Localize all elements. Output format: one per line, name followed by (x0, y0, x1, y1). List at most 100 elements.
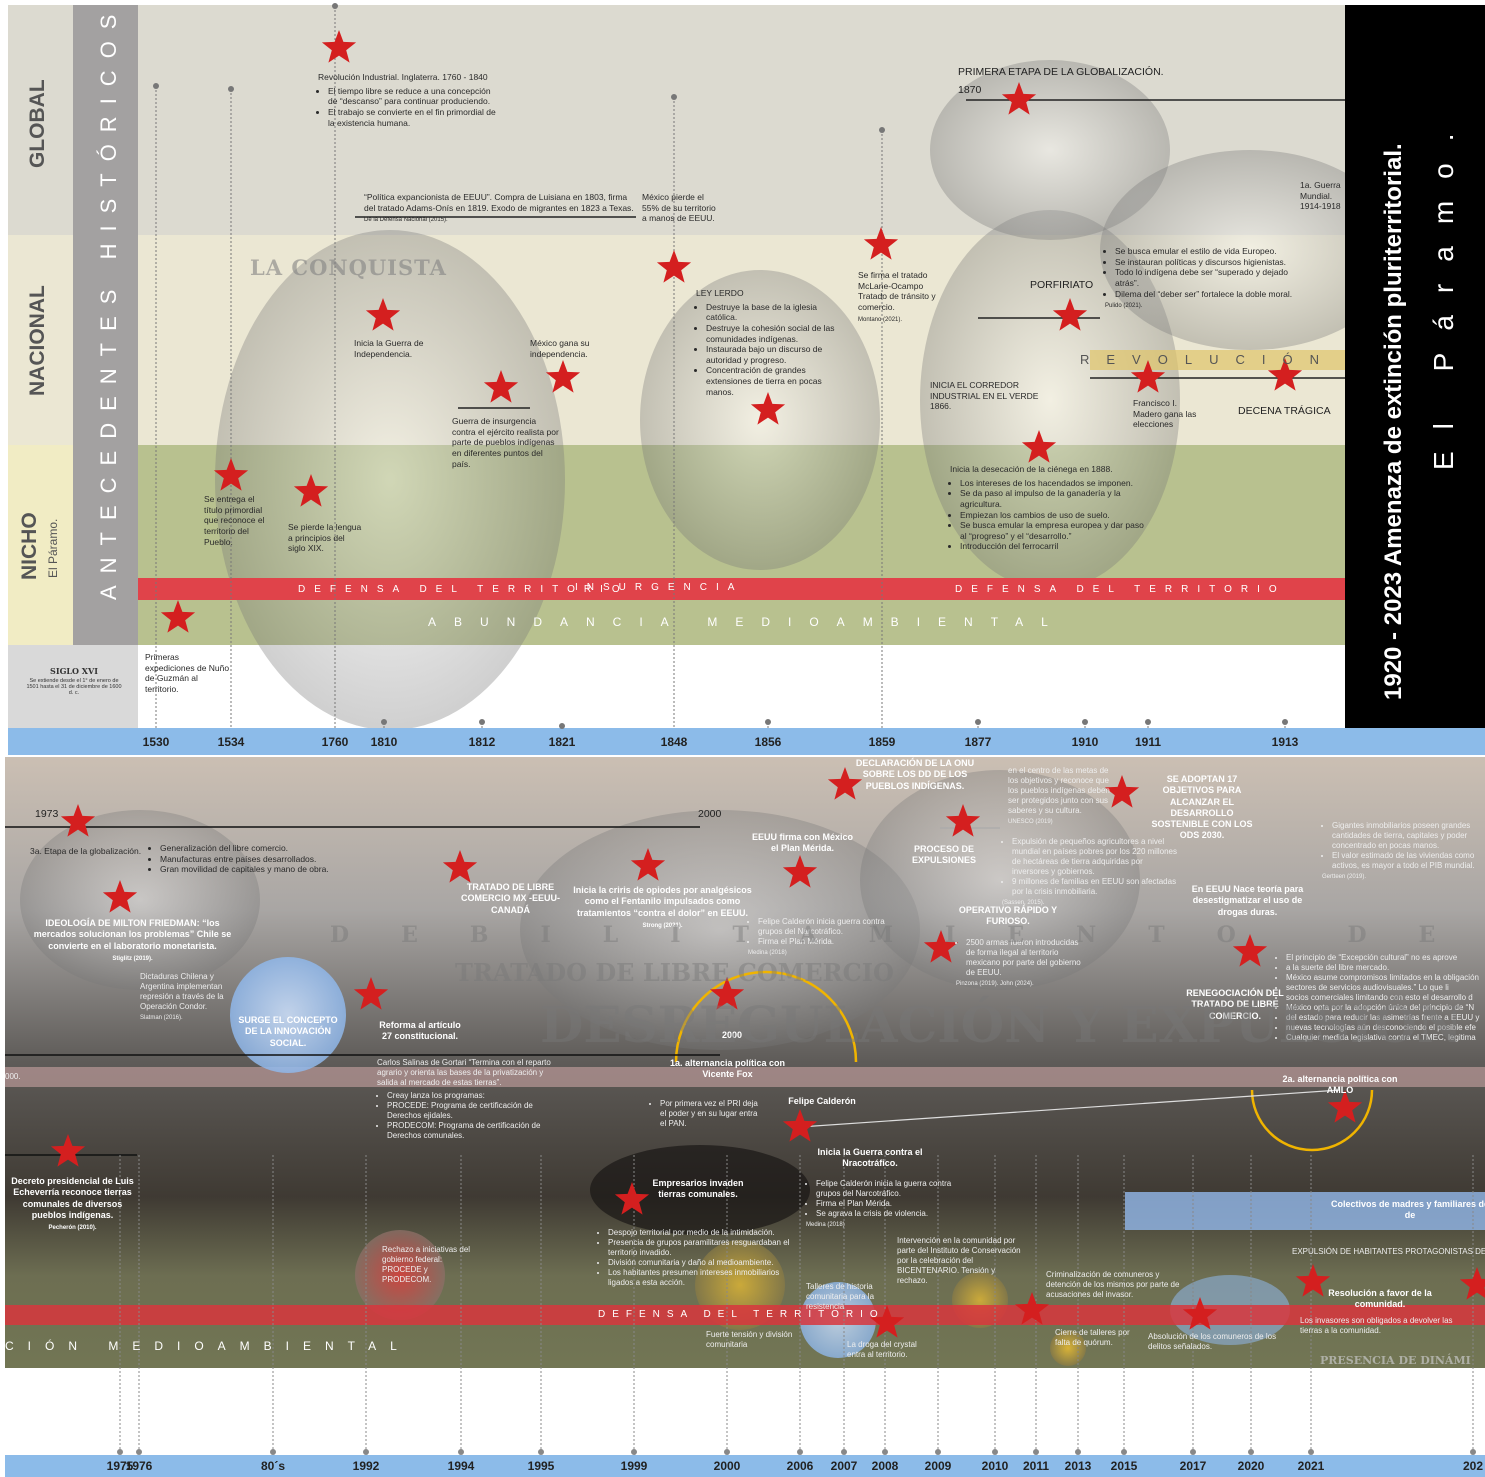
guide-dot (1282, 719, 1288, 725)
bullet: Se busca emular la empresa europea y dar… (960, 520, 1150, 541)
band-label: PRESENCIA DE DINÁMI (1320, 1354, 1471, 1367)
star (782, 855, 818, 888)
year-label: 2015 (1110, 1459, 1138, 1473)
band-label: ABUNDANCIA MEDIOAMBIENTAL (428, 615, 1066, 629)
event-title: 1a. Guerra Mundial. 1914-1918 (1300, 180, 1341, 212)
event-text: PROCESO DE EXPULSIONES (884, 844, 1004, 867)
bullet: México asume compromisos limitados en la… (1286, 973, 1485, 983)
event-title: Se firma el tratado McLane-Ocampo Tratad… (858, 270, 936, 312)
bullet: Introducción del ferrocarril (960, 541, 1150, 552)
bullet: nuevas tecnologías aún desconociendo el … (1286, 1023, 1485, 1033)
guide-dot (458, 1449, 464, 1455)
event-bullets: Por primera vez el PRI deja el poder y e… (650, 1099, 765, 1129)
event-title: Francisco I. Madero gana las elecciones (1133, 398, 1197, 430)
year-label: 2007 (830, 1459, 858, 1473)
band-label: LA CONQUISTA (250, 255, 447, 280)
guide-dot (1075, 1449, 1081, 1455)
year-label: 1911 (1134, 735, 1162, 749)
event-text: Gigantes inmobiliarios poseen grandes ca… (1322, 818, 1485, 882)
star (160, 600, 196, 633)
guide-dot (1082, 719, 1088, 725)
star (353, 977, 389, 1010)
star (1295, 1264, 1331, 1297)
event-title: Se entrega el título primordial que reco… (204, 494, 265, 547)
event-title: Revolución Industrial. Inglaterra. 1760 … (318, 72, 488, 82)
event-source: Medina (2018) (806, 1222, 845, 1228)
event-title: Se pierde la lengua a principios del sig… (288, 522, 362, 554)
year-label: 2020 (1237, 1459, 1265, 1473)
star (1104, 775, 1140, 808)
year-label: 1810 (370, 735, 398, 749)
event-title: Talleres de historia comunitaria para la… (806, 1282, 875, 1311)
year-label: 1812 (468, 735, 496, 749)
event-title: EEUU firma con México el Plan Mérida. (751, 832, 854, 854)
vertical-title: ANTECEDENTES HISTÓRICOS. (96, 0, 121, 600)
bullet: El valor estimado de las viviendas como … (1332, 851, 1485, 871)
guide-dot (117, 1449, 123, 1455)
event-bullets: Despojo territorial por medio de la inti… (598, 1228, 793, 1288)
event-text: PORFIRIATO (1030, 279, 1120, 292)
guide-dot (1033, 1449, 1039, 1455)
guide-dot (1308, 1449, 1314, 1455)
star (365, 298, 401, 331)
year-label: 1995 (527, 1459, 555, 1473)
star (1052, 298, 1088, 331)
guide-dot (841, 1449, 847, 1455)
bullet: El principio de “Excepción cultural” no … (1286, 953, 1485, 963)
event-title: Carlos Salinas de Gortari “Termina con e… (377, 1058, 551, 1087)
event-title: INICIA EL CORREDOR INDUSTRIAL EN EL VERD… (930, 380, 1039, 412)
guide-dot (136, 1449, 142, 1455)
bullet: Felipe Calderón inicia guerra contra gru… (758, 917, 888, 937)
year-label: 2006 (786, 1459, 814, 1473)
row-label: NACIONAL (26, 285, 49, 396)
guide-dot (797, 1449, 803, 1455)
event-title: Fuerte tensión y división comunitaria (706, 1330, 793, 1349)
event-text: 3a. Etapa de la globalización. (30, 846, 150, 857)
event-text: Los invasores son obligados a devolver l… (1300, 1316, 1460, 1336)
event-text: Felipe Calderón inicia guerra contra gru… (748, 914, 888, 958)
event-bullets: 2500 armas fueron introducidas de forma … (956, 938, 1086, 978)
event-title: PORFIRIATO (1030, 279, 1094, 291)
guide-dot (1470, 1449, 1476, 1455)
event-title: México pierde el 55% de su territorio a … (642, 192, 716, 224)
event-title: Inicia la Guerra contra el Nracotráfico. (817, 1147, 923, 1169)
star (863, 227, 899, 260)
band-label: DESREGULACIÓN Y EXPULSIÓN (540, 995, 1463, 1054)
event-text: Inicia la Guerra contra el Nracotráfico. (815, 1147, 925, 1170)
siglo-text: Se extiende desde el 1° de enero de 1501… (26, 678, 122, 696)
bullet: Instaurada bajo un discurso de autoridad… (706, 344, 846, 365)
event-title: Intervención en la comunidad por parte d… (897, 1236, 1021, 1285)
event-bullets: El tiempo libre se reduce a una concepci… (318, 86, 498, 129)
event-source: Pulido (2021). (1105, 303, 1143, 310)
year-label: 2013 (1064, 1459, 1092, 1473)
bullet: Creay lanza los programas: (387, 1091, 562, 1101)
event-bullets: Generalización del libre comercio.Manufa… (150, 843, 350, 875)
event-title: Felipe Calderón (788, 1096, 856, 1106)
band-label: DEBILITAMIENTO DEL ESTADO (330, 922, 1485, 948)
event-text: Inicia la Guerra de Independencia. (354, 338, 434, 359)
top-panel (8, 5, 1485, 755)
star (1021, 430, 1057, 463)
year-label: 202 (1462, 1459, 1484, 1473)
bullet: Se agrava la crisis de violencia. (816, 1209, 971, 1219)
star (1014, 1292, 1050, 1325)
guide-dot (332, 3, 338, 9)
event-source: UNESCO (2019) (1008, 819, 1053, 825)
year-label: 1856 (754, 735, 782, 749)
bullet: El trabajo se convierte en el fin primor… (328, 107, 498, 128)
event-text: Se entrega el título primordial que reco… (204, 494, 274, 547)
year-label: 1859 (868, 735, 896, 749)
star (1267, 358, 1303, 391)
star (614, 1182, 650, 1215)
event-source: Gertteen (2019). (1322, 874, 1367, 880)
guide-dot (879, 127, 885, 133)
event-title: en el centro de las metas de los objetiv… (1008, 766, 1110, 815)
bottom-panel (5, 757, 1485, 1477)
star (50, 1134, 86, 1167)
event-text: 1973 (35, 808, 75, 821)
star (483, 370, 519, 403)
year-label: 1760 (321, 735, 349, 749)
event-text: En EEUU Nace teoría para desestigmatizar… (1190, 884, 1305, 918)
guide-dot (724, 1449, 730, 1455)
star (869, 1305, 905, 1338)
